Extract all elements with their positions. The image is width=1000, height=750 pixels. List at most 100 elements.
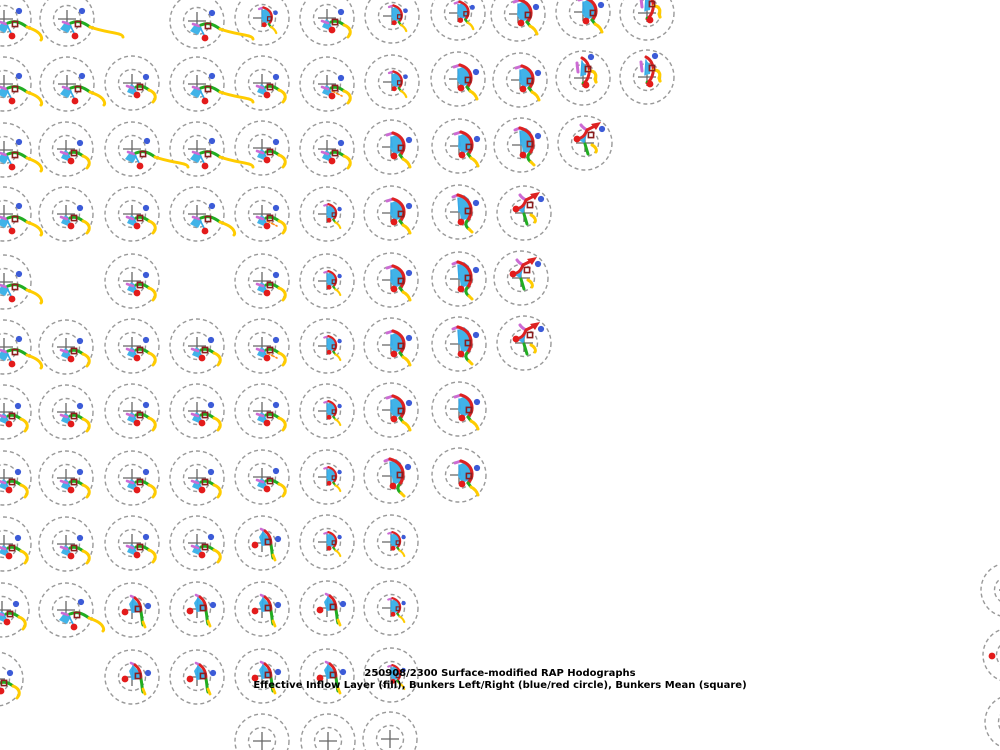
wind-trace-yellow [277,416,287,432]
bunkers-mean-marker [204,22,212,30]
range-ring-inner [0,529,19,559]
bunkers-right-marker [133,222,141,230]
hodograph-trace [190,72,255,105]
bunkers-right-marker [326,349,332,355]
wind-trace-cyan [457,4,460,14]
hodograph-trace [0,468,29,499]
bunkers-right-marker [198,354,206,362]
range-ring-outer [0,0,32,47]
wind-trace-orange [266,352,278,359]
range-ring-outer [0,582,30,638]
range-ring-outer [39,56,95,112]
wind-trace-cyan [326,469,329,478]
wind-trace-yellow [147,351,157,367]
wind-trace-yellow [141,620,147,629]
wind-trace-cyan [582,1,585,13]
range-ring-outer [169,186,225,242]
hodograph [38,384,94,440]
bunkers-left-marker [274,668,282,676]
hodograph-trace [190,533,222,564]
bunkers-right-marker [133,486,141,494]
bunkers-right-marker [136,162,144,170]
range-ring-outer [39,0,95,47]
hodograph-trace [451,193,480,234]
hodograph [234,120,290,176]
hodograph-trace [0,7,44,42]
hodograph [0,319,32,375]
bunkers-left-marker [207,533,215,541]
bunkers-left-marker [76,534,84,542]
range-ring-inner [995,644,1000,666]
hodograph-trace [453,130,481,168]
bunkers-right-marker [509,270,517,278]
bunkers-right-marker [390,415,398,423]
trace-arrowhead [530,192,540,200]
bunkers-right-marker [133,354,141,362]
bunkers-mean-marker [8,544,16,552]
hodograph-trace [125,73,157,104]
bunkers-mean-marker [396,471,404,479]
range-ring-outer [557,115,613,171]
bunkers-mean-marker [266,148,274,156]
hodograph [38,186,94,242]
hodograph [234,253,290,309]
bunkers-right-marker [326,284,332,290]
bunkers-right-marker [201,227,209,235]
range-ring-inner [182,463,212,493]
wind-trace-magenta [255,84,265,90]
bunkers-right-marker [251,607,259,615]
bunkers-right-marker [390,285,398,293]
bunkers-mean-marker [136,411,144,419]
range-ring-outer [431,184,487,240]
wind-trace-magenta [0,151,8,157]
wind-trace-orange [266,220,278,227]
bunkers-right-marker [67,420,75,428]
bunkers-right-marker [71,32,79,40]
range-ring-inner [0,665,11,693]
hodograph [234,0,290,46]
bunkers-right-marker [389,482,397,490]
range-ring-outer [234,0,290,46]
range-ring-inner [247,331,277,361]
wind-trace-yellow [334,549,342,558]
range-ring-inner [376,660,406,690]
range-ring-outer [169,515,225,571]
wind-trace-cyan [391,73,394,83]
bunkers-mean-marker [70,412,78,420]
hodograph-trace [451,260,480,301]
wind-trace-yellow [81,417,91,433]
wind-trace-magenta [125,479,135,485]
bunkers-right-marker [8,295,16,303]
bunkers-right-marker [390,545,396,551]
wind-trace-cyan [458,464,461,476]
wind-trace-cyan [390,600,393,609]
wind-trace-yellow [398,682,406,691]
range-ring-outer [104,121,160,177]
wind-trace-yellow [530,90,541,102]
hodograph [104,253,160,309]
range-ring-inner [247,3,277,33]
wind-trace-magenta [191,150,201,156]
wind-trace-cyan [457,329,460,345]
bunkers-right-marker [517,19,525,27]
wind-trace-yellow [25,25,44,42]
range-ring-outer [363,252,419,308]
bunkers-right-marker [326,217,332,223]
wind-trace-cyan [457,197,460,213]
bunkers-right-marker [5,486,13,494]
wind-trace-yellow [401,157,412,169]
bunkers-mean-marker [526,140,534,148]
hodograph-trace [251,593,282,628]
bunkers-right-marker [519,85,527,93]
hodograph-trace [387,597,406,624]
bunkers-right-marker [390,152,398,160]
wind-trace-yellow [342,154,352,170]
hodograph-trace [255,204,287,235]
wind-trace-yellow [25,156,44,173]
range-ring-outer [299,0,355,46]
range-ring-outer [234,383,290,439]
range-ring-outer [38,384,94,440]
bunkers-right-marker [458,480,466,488]
bunkers-right-marker [263,91,271,99]
wind-trace-cyan [390,334,393,346]
